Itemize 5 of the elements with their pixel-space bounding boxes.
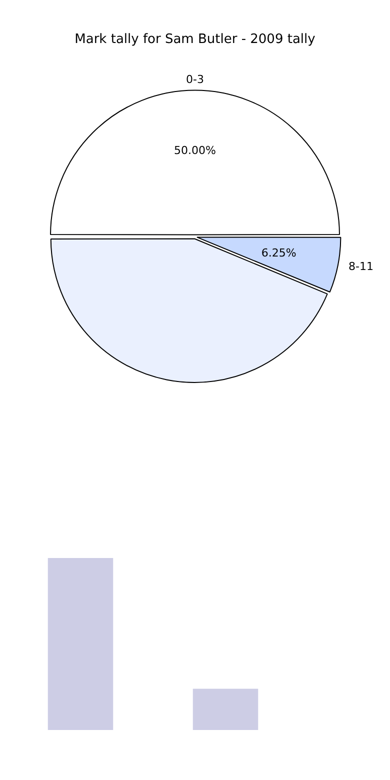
chart-title: Mark tally for Sam Butler - 2009 tally [74,32,316,48]
data-label: 6.25% [261,246,296,260]
slice-label: 0-3 [186,73,204,86]
slice-label: 8-11 [348,260,374,274]
data-label: 50.00% [174,144,216,158]
